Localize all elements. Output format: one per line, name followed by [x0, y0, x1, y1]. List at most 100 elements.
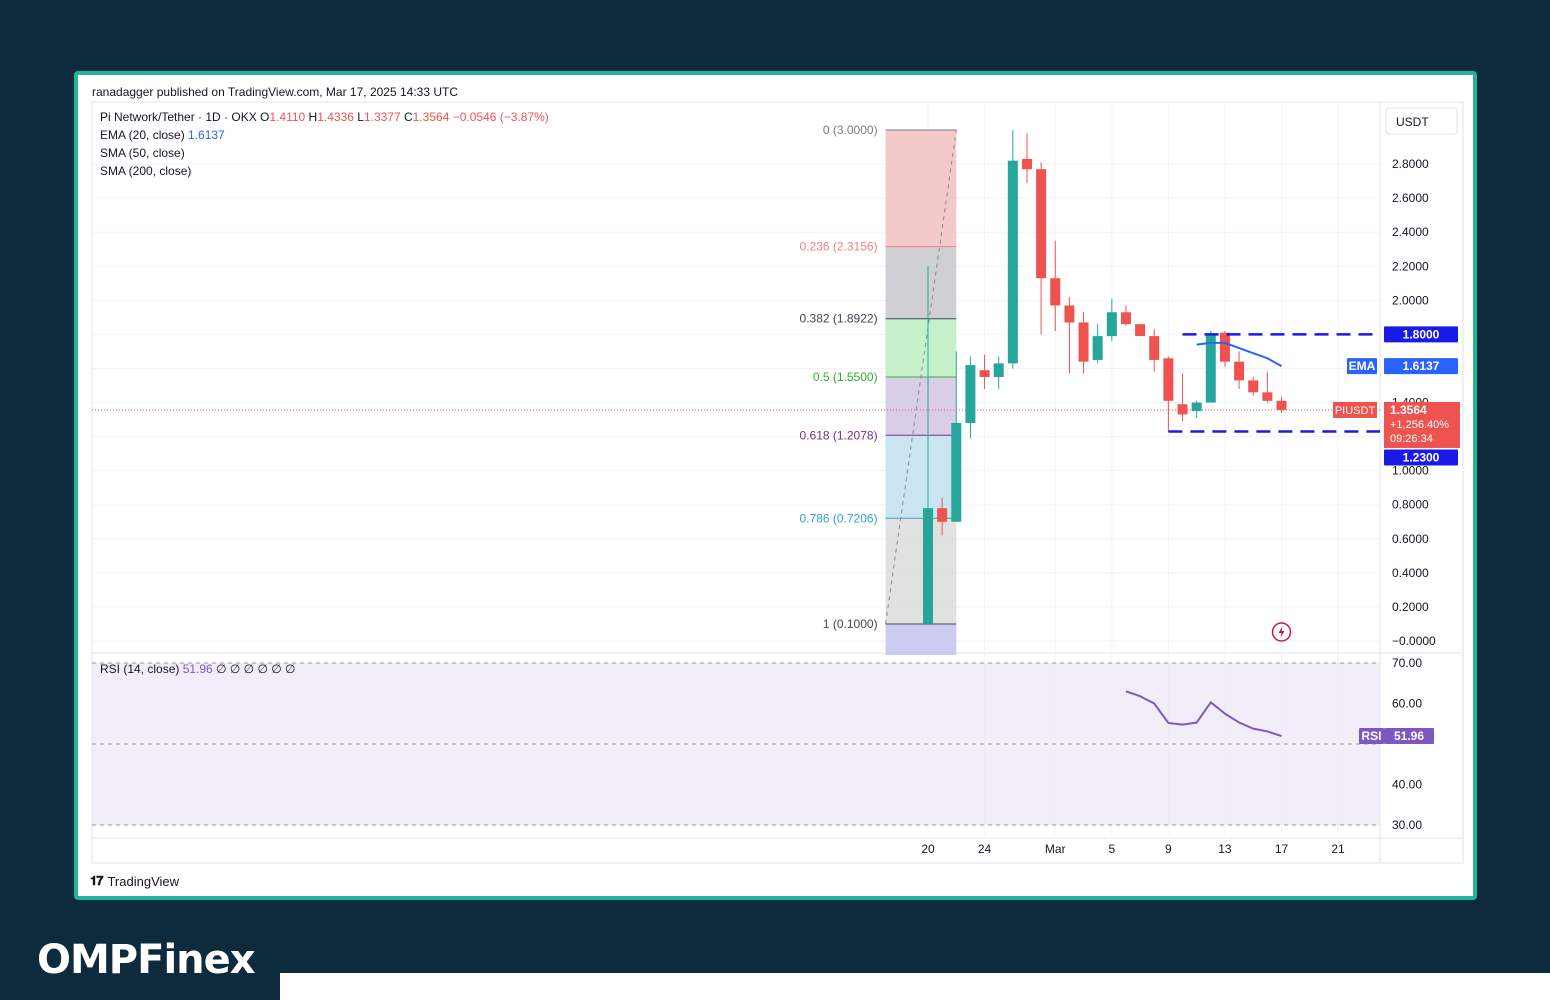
candle-body — [1163, 358, 1174, 401]
fib-zone — [885, 246, 957, 319]
fib-level-label: 0.786 (0.7206) — [800, 511, 878, 525]
symbol-legend: Pi Network/Tether · 1D · OKX O1.4110 H1.… — [100, 110, 549, 124]
rsi-tick-label: 70.00 — [1392, 656, 1422, 670]
rsi-tick-label: 60.00 — [1392, 697, 1422, 711]
tradingview-brand: 𝟏𝟕 TradingView — [90, 873, 179, 889]
rsi-legend: RSI (14, close) 51.96 ∅ ∅ ∅ ∅ ∅ ∅ — [100, 662, 295, 676]
ema-legend: EMA (20, close) 1.6137 — [100, 128, 225, 142]
time-tick-label: 5 — [1108, 842, 1115, 856]
open-value: 1.4110 — [269, 110, 308, 124]
candle-body — [1120, 312, 1131, 325]
candle-body — [1276, 400, 1287, 410]
rsi-tick-label: 40.00 — [1392, 778, 1422, 792]
plot-frame — [91, 101, 1464, 864]
candle-body — [1135, 324, 1146, 337]
range-high-tag: 1.8000 — [1403, 327, 1440, 341]
low-value: 1.3377 — [364, 110, 404, 124]
ema-legend-label: EMA (20, close) — [100, 128, 188, 142]
site-logo: OMPFinex — [37, 937, 256, 983]
range-low-tag: 1.2300 — [1403, 450, 1440, 464]
fib-zone — [885, 318, 957, 377]
fib-level-label: 0.382 (1.8922) — [800, 312, 878, 326]
ema-name-tag-bg — [1347, 358, 1377, 375]
range-low-tag-bg — [1384, 449, 1458, 466]
last-price-tag-bg — [1384, 401, 1460, 448]
ema-value-tag: 1.6137 — [1403, 359, 1440, 373]
high-value: 1.4336 — [317, 110, 357, 124]
fib-level-label: 1 (0.1000) — [823, 617, 878, 631]
price-tick-label: 0.2000 — [1392, 600, 1429, 614]
ema-line — [1196, 341, 1282, 368]
candle-body — [1021, 158, 1032, 170]
currency-select-bg — [1385, 107, 1458, 135]
rsi-legend-label: RSI (14, close) — [100, 662, 183, 676]
lightning-icon — [1278, 626, 1285, 638]
rsi-line — [1125, 690, 1282, 738]
candle-body — [1092, 336, 1103, 360]
fib-zone — [885, 376, 957, 436]
sma50-legend: SMA (50, close) — [100, 146, 185, 160]
low-label: L — [357, 110, 364, 124]
rsi-name-tag: RSI — [1361, 729, 1381, 743]
high-label: H — [309, 110, 318, 124]
fib-trend-line — [885, 129, 957, 625]
range-high-tag-bg — [1384, 326, 1458, 343]
candle-body — [965, 365, 976, 423]
published-caption: ranadagger published on TradingView.com,… — [92, 85, 459, 99]
sma200-legend: SMA (200, close) — [100, 164, 191, 178]
rsi-legend-extra: ∅ ∅ ∅ ∅ ∅ ∅ — [216, 662, 295, 676]
ema-legend-value: 1.6137 — [188, 128, 225, 142]
fib-level-label: 0.236 (2.3156) — [800, 240, 878, 254]
candle-body — [1036, 169, 1047, 279]
price-tick-label: 2.8000 — [1392, 157, 1429, 171]
rsi-value-tag: 51.96 — [1394, 729, 1424, 743]
candle-body — [1149, 336, 1160, 360]
price-tick-label: 2.2000 — [1392, 259, 1429, 273]
price-tick-label: 0.4000 — [1392, 566, 1429, 580]
tradingview-brand-label: TradingView — [107, 873, 180, 889]
fib-level-label: 0 (3.0000) — [823, 123, 878, 137]
fib-level-label: 0.618 (1.2078) — [800, 428, 878, 442]
currency-select[interactable]: USDT — [1396, 115, 1429, 129]
close-label: C — [404, 110, 413, 124]
time-tick-label: 24 — [978, 842, 992, 856]
rsi-legend-value: 51.96 — [183, 662, 216, 676]
price-tick-label: 2.0000 — [1392, 293, 1429, 307]
ema-name-tag: EMA — [1349, 359, 1376, 373]
candle-body — [1050, 278, 1061, 306]
countdown-tag: 09:26:34 — [1390, 433, 1433, 445]
footer-bar — [280, 973, 1550, 1000]
price-tick-label: 2.4000 — [1392, 225, 1429, 239]
candle-body — [1234, 361, 1245, 381]
price-tick-label: 0.6000 — [1392, 532, 1429, 546]
rsi-tick-label: 30.00 — [1392, 818, 1422, 832]
candle-body — [1191, 402, 1202, 412]
chart-card: ranadagger published on TradingView.com,… — [74, 71, 1477, 900]
candle-body — [1078, 322, 1089, 362]
fib-zone — [885, 518, 957, 624]
time-tick-label: 17 — [1275, 842, 1289, 856]
price-tick-label: 0.8000 — [1392, 498, 1429, 512]
candle-body — [937, 508, 948, 522]
rsi-name-tag-bg — [1359, 728, 1384, 745]
time-tick-label: 13 — [1218, 842, 1232, 856]
price-tick-label: 2.6000 — [1392, 191, 1429, 205]
candle-body — [1064, 305, 1075, 323]
change-value: −0.0546 (−3.87%) — [453, 110, 549, 124]
fib-zone — [885, 623, 957, 655]
open-label: O — [260, 110, 269, 124]
candle-body — [1262, 392, 1273, 401]
time-tick-label: 21 — [1331, 842, 1345, 856]
candle-body — [1106, 312, 1117, 337]
candle-body — [1007, 160, 1018, 364]
time-tick-label: 9 — [1165, 842, 1172, 856]
price-tick-label: −0.0000 — [1392, 634, 1436, 648]
time-tick-label: Mar — [1045, 842, 1066, 856]
price-chart[interactable]: 2.80002.60002.40002.20002.00001.40001.00… — [78, 75, 1473, 896]
fib-level-label: 0.5 (1.5500) — [813, 370, 878, 384]
candle-body — [979, 370, 990, 377]
percent-change-tag: +1,256.40% — [1390, 419, 1449, 431]
symbol-name-tag: PIUSDT — [1335, 405, 1376, 417]
candle-body — [1248, 380, 1259, 393]
price-tick-label: 1.0000 — [1392, 464, 1429, 478]
